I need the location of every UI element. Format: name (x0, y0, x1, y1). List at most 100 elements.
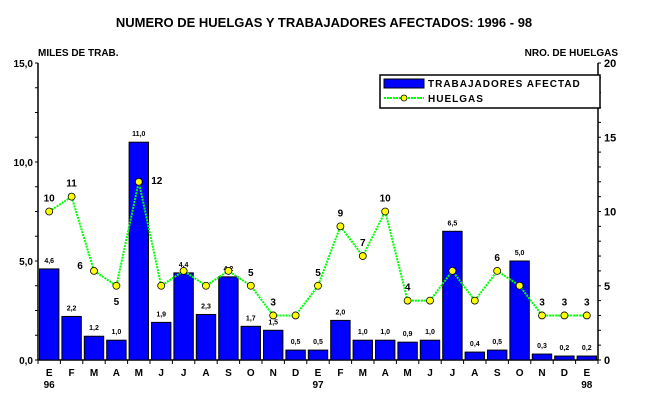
bar (39, 268, 60, 361)
huelgas-marker (157, 281, 166, 290)
bar (397, 341, 418, 361)
huelgas-label: 3 (270, 297, 276, 308)
year-label: 96 (44, 380, 56, 391)
y2-tick-label: 10 (604, 207, 616, 219)
bar (263, 329, 284, 361)
bar-label: 1,0 (425, 329, 435, 336)
huelgas-marker (358, 252, 367, 260)
huelgas-marker (381, 207, 390, 216)
bar (419, 339, 441, 361)
x-tick-label: D (561, 368, 568, 379)
x-tick-label: O (516, 368, 524, 379)
bar-label: 4,6 (44, 258, 54, 265)
x-tick-label: J (158, 368, 164, 379)
bar (173, 272, 194, 361)
x-tick-label: J (181, 368, 187, 379)
huelgas-label: 12 (151, 176, 163, 187)
bar-label: 0,5 (492, 339, 502, 346)
bar (554, 355, 575, 361)
bar-label: 0,5 (313, 339, 323, 346)
bar-label: 11,0 (132, 131, 145, 138)
x-tick-label: J (427, 368, 433, 379)
legend-bar-swatch (383, 78, 425, 89)
bar (509, 260, 530, 361)
x-tick-label: A (382, 368, 389, 379)
bar (531, 353, 553, 361)
y-axis-label: MILES DE TRAB. (38, 48, 119, 59)
bar (195, 313, 217, 361)
bar (330, 319, 351, 361)
huelgas-label: 5 (248, 268, 254, 279)
huelgas-marker (246, 281, 255, 290)
huelgas-label: 4 (405, 283, 411, 294)
x-tick-label: M (135, 368, 143, 379)
bar (240, 325, 262, 361)
x-tick-label: F (69, 368, 75, 379)
legend-line-marker (400, 94, 408, 102)
huelgas-label: 10 (44, 194, 56, 205)
x-tick-label: S (494, 368, 501, 379)
huelgas-label: 7 (360, 238, 366, 249)
bar-label: 1,0 (380, 329, 390, 336)
huelgas-marker (470, 296, 479, 305)
bar-label: 1,2 (89, 325, 99, 332)
huelgas-label: 5 (315, 268, 321, 279)
huelgas-marker (224, 266, 233, 275)
bar-label: 1,9 (156, 311, 166, 318)
huelgas-marker (560, 311, 569, 320)
x-tick-label: N (270, 368, 277, 379)
bar-label: 2,3 (201, 303, 211, 310)
huelgas-marker (90, 266, 98, 275)
x-tick-label: S (225, 368, 232, 379)
huelgas-marker (179, 266, 188, 275)
bar-label: 5,0 (515, 250, 525, 257)
huelgas-marker (269, 311, 278, 320)
bar-label: 1,7 (246, 315, 256, 322)
huelgas-label: 3 (539, 297, 545, 308)
bar-label: 0,2 (560, 345, 570, 352)
x-tick-label: A (202, 368, 209, 379)
bar (151, 321, 172, 361)
bar (61, 315, 82, 361)
bar-label: 1,0 (358, 329, 368, 336)
y-tick-label: 15,0 (14, 59, 34, 70)
x-tick-label: N (538, 368, 545, 379)
y2-tick-label: 15 (604, 132, 616, 144)
x-tick-label: A (471, 368, 478, 379)
x-tick-label: A (113, 368, 120, 379)
bar (106, 339, 127, 361)
x-tick-label: O (247, 368, 255, 379)
y2-tick-label: 5 (604, 281, 610, 293)
huelgas-label: 3 (562, 297, 568, 308)
bar (218, 276, 239, 361)
bar-label: 4,4 (179, 262, 189, 269)
huelgas-label: 11 (66, 179, 77, 190)
legend-bar-label: TRABAJADORES AFECTAD (428, 79, 581, 90)
bar (352, 339, 374, 361)
x-tick-label: E (315, 368, 322, 379)
huelgas-marker (493, 266, 502, 275)
bar (375, 339, 396, 361)
y2-tick-label: 0 (604, 355, 610, 367)
y-tick-label: 5,0 (19, 257, 33, 268)
bar-label: 0,4 (470, 341, 480, 348)
bar (128, 141, 150, 361)
huelgas-label: 3 (584, 297, 590, 308)
huelgas-marker (336, 222, 345, 231)
x-tick-label: D (292, 368, 299, 379)
bar (285, 349, 306, 361)
huelgas-marker (582, 311, 591, 320)
bar (464, 351, 486, 361)
bar-label: 2,2 (67, 305, 77, 312)
huelgas-label: 6 (494, 253, 500, 264)
y-tick-label: 10,0 (14, 158, 34, 169)
huelgas-label: 5 (114, 297, 120, 308)
x-tick-label: M (90, 368, 98, 379)
year-label: 97 (312, 380, 324, 391)
x-tick-label: M (359, 368, 367, 379)
bar-label: 6,5 (448, 220, 458, 227)
bar (307, 349, 329, 361)
huelgas-marker (538, 311, 546, 320)
